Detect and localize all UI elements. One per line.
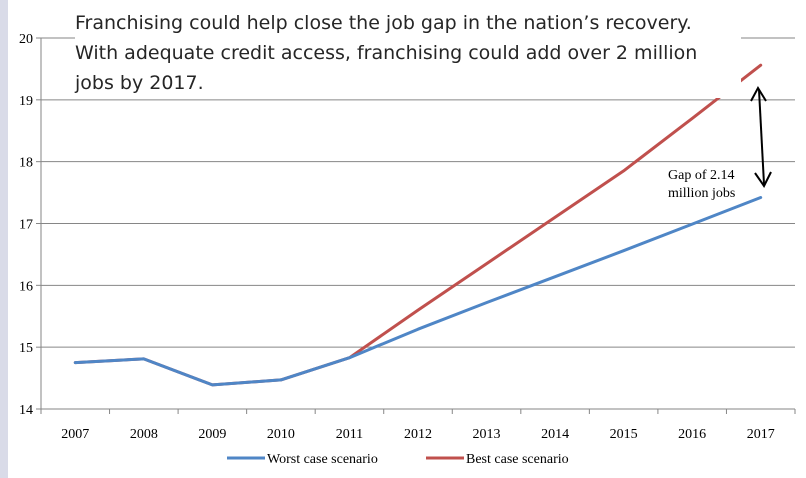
gap-arrowhead-bottom	[754, 171, 772, 188]
x-tick-label-2014: 2014	[541, 427, 569, 442]
legend-label-best-case: Best case scenario	[466, 452, 569, 467]
y-tick-label: 20	[19, 32, 33, 47]
y-tick-label: 19	[19, 94, 33, 109]
y-tick-label: 15	[19, 341, 33, 356]
series-layer	[73, 63, 763, 387]
x-tick-label-2013: 2013	[473, 427, 501, 442]
chart-caption: Franchising could help close the job gap…	[75, 8, 741, 98]
caption-line-2: With adequate credit access, franchising…	[75, 42, 698, 64]
x-tick-label-2016: 2016	[678, 427, 706, 442]
side-strip	[0, 0, 8, 478]
x-tick-label-2010: 2010	[267, 427, 295, 442]
legend-label-worst-case: Worst case scenario	[267, 452, 378, 467]
series-line-worst-case	[73, 196, 763, 387]
caption-line-3: jobs by 2017.	[75, 72, 204, 94]
x-tick-label-2011: 2011	[336, 427, 363, 442]
y-tick-label: 16	[19, 279, 33, 294]
caption-line-1: Franchising could help close the job gap…	[75, 12, 692, 34]
y-tick-label: 14	[19, 403, 33, 418]
x-tick-label-2017: 2017	[747, 427, 775, 442]
x-tick-label-2015: 2015	[610, 427, 638, 442]
x-tick-label-2008: 2008	[130, 427, 158, 442]
gap-arrowhead-top	[750, 85, 767, 102]
gap-annotation-line-1: Gap of 2.14	[668, 168, 735, 183]
series-line-best-case	[73, 63, 763, 387]
x-tick-label-2007: 2007	[61, 427, 89, 442]
axis-ticks: 14 15 16 17 18 19 20 2007 2008 2009 2010 2011 2012 20…	[19, 32, 796, 442]
gap-annotation-line-2: million jobs	[668, 186, 735, 201]
x-tick-label-2009: 2009	[198, 427, 226, 442]
gap-annotation: Gap of 2.14 million jobs	[668, 85, 772, 201]
gap-arrow	[758, 89, 765, 185]
y-tick-label: 18	[19, 156, 33, 171]
y-tick-label: 17	[19, 218, 33, 233]
legend: Worst case scenario Best case scenario	[227, 452, 569, 467]
x-tick-label-2012: 2012	[404, 427, 432, 442]
